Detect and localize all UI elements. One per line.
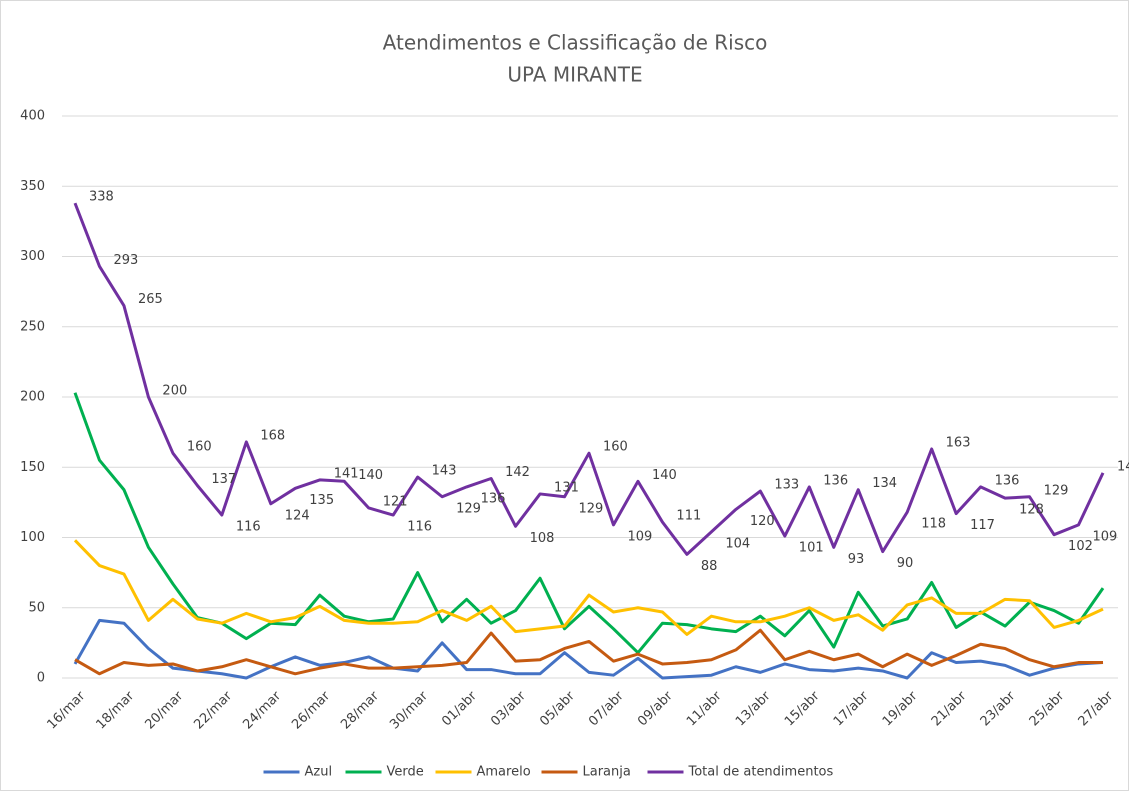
- data-label: 104: [725, 536, 750, 551]
- data-label: 129: [1044, 483, 1069, 498]
- data-label: 109: [627, 529, 652, 544]
- data-label: 136: [823, 473, 848, 488]
- legend-label: Amarelo: [477, 765, 531, 780]
- series-line: [73, 539, 1104, 636]
- y-tick-label: 150: [20, 460, 45, 475]
- data-label: 133: [774, 478, 799, 493]
- series-line: [73, 202, 1105, 556]
- series-line: [74, 628, 1103, 676]
- legend-label: Azul: [305, 765, 333, 780]
- data-label: 93: [848, 552, 865, 567]
- y-tick-label: 350: [20, 179, 45, 194]
- y-tick-label: 200: [20, 390, 45, 405]
- data-label: 163: [946, 435, 971, 450]
- data-label: 140: [652, 468, 677, 483]
- legend-label: Laranja: [583, 765, 631, 780]
- data-label: 134: [872, 476, 897, 491]
- data-label: 135: [309, 493, 334, 508]
- data-label: 129: [456, 501, 481, 516]
- data-label: 160: [187, 440, 212, 455]
- legend-label: Total de atendimentos: [688, 765, 834, 780]
- data-label: 131: [554, 480, 579, 495]
- data-label: 90: [897, 556, 914, 571]
- data-label: 129: [579, 501, 604, 516]
- data-label: 117: [970, 518, 995, 533]
- series-line: [73, 392, 1105, 655]
- chart-title: Atendimentos e Classificação de Risco: [383, 31, 768, 55]
- data-label: 265: [138, 292, 163, 307]
- data-label: 200: [162, 384, 187, 399]
- data-label: 116: [407, 520, 432, 535]
- data-label: 111: [676, 509, 701, 524]
- data-label: 109: [1093, 529, 1118, 544]
- y-tick-label: 250: [20, 319, 45, 334]
- data-label: 293: [113, 253, 138, 268]
- data-label: 121: [383, 494, 408, 509]
- chart-subtitle: UPA MIRANTE: [507, 63, 642, 87]
- data-label: 120: [750, 514, 775, 529]
- data-label: 108: [530, 531, 555, 546]
- y-tick-label: 400: [20, 109, 45, 124]
- y-tick-label: 50: [28, 600, 45, 615]
- data-label: 124: [285, 508, 310, 523]
- y-tick-label: 300: [20, 249, 45, 264]
- y-tick-label: 0: [37, 671, 45, 686]
- data-label: 142: [505, 465, 530, 480]
- data-label: 137: [211, 472, 236, 487]
- legend-label: Verde: [387, 765, 424, 780]
- y-tick-label: 100: [20, 530, 45, 545]
- series-line: [73, 618, 1104, 680]
- data-label: 160: [603, 440, 628, 455]
- data-label: 116: [236, 520, 261, 535]
- data-label: 118: [921, 517, 946, 532]
- data-label: 338: [89, 190, 114, 205]
- data-label: 143: [432, 464, 457, 479]
- data-label: 168: [260, 428, 285, 443]
- data-label: 140: [358, 468, 383, 483]
- data-label: 146: [1117, 459, 1129, 474]
- data-label: 88: [701, 559, 718, 574]
- data-label: 102: [1068, 539, 1093, 554]
- data-label: 101: [799, 541, 824, 556]
- data-label: 136: [481, 491, 506, 506]
- data-label: 128: [1019, 503, 1044, 518]
- data-label: 136: [995, 473, 1020, 488]
- data-label: 141: [334, 466, 359, 481]
